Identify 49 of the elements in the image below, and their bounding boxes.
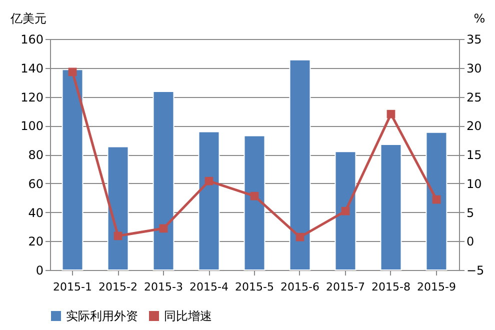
x-tick-label: 2015-3 xyxy=(144,280,183,294)
y-tick-label: 60 xyxy=(28,176,44,191)
y2-tick-label: 30 xyxy=(466,61,482,76)
y-tick-label: 140 xyxy=(20,61,44,76)
y2-axis-title: % xyxy=(474,12,486,26)
bar xyxy=(62,69,84,270)
point xyxy=(432,195,441,204)
y-tick-label: 100 xyxy=(20,119,44,134)
point xyxy=(204,176,214,186)
y-tick-label: 120 xyxy=(20,90,44,104)
y-tick-label: 0 xyxy=(36,264,44,278)
y2-tick-label: 10 xyxy=(466,176,482,191)
x-tick-label: 2015-1 xyxy=(53,280,92,294)
y-tick-label: 160 xyxy=(20,32,44,46)
point xyxy=(68,68,77,76)
point xyxy=(159,224,168,233)
x-tick-label: 2015-6 xyxy=(280,280,320,294)
x-tick-label: 2015-9 xyxy=(416,280,456,294)
y-axis-title: 亿美元 xyxy=(10,12,46,26)
bar xyxy=(198,131,220,270)
x-tick-label: 2015-4 xyxy=(190,280,228,294)
bar xyxy=(107,146,129,270)
bar xyxy=(426,132,448,270)
bar xyxy=(289,59,311,270)
y2-tick-label: 15 xyxy=(466,148,482,162)
legend-label: 实际利用外资 xyxy=(66,309,138,323)
y2-tick-label: 35 xyxy=(466,32,482,46)
y2-tick-label: −5 xyxy=(466,264,484,278)
point xyxy=(114,232,122,240)
point xyxy=(296,232,304,242)
legend-label: 同比增速 xyxy=(164,309,212,323)
y2-tick-label: 20 xyxy=(466,119,482,134)
point xyxy=(386,110,396,118)
y2-tick-label: 5 xyxy=(466,206,474,220)
bar xyxy=(334,151,356,270)
y-tick-label: 80 xyxy=(28,148,44,162)
y-tick-label: 20 xyxy=(28,234,44,249)
y2-tick-label: 25 xyxy=(466,90,482,104)
y-tick-label: 40 xyxy=(28,206,44,220)
x-tick-label: 2015-7 xyxy=(326,280,365,294)
bar xyxy=(152,91,174,270)
x-tick-label: 2015-2 xyxy=(98,280,138,294)
x-tick-label: 2015-5 xyxy=(235,280,274,294)
x-tick-label: 2015-8 xyxy=(372,280,410,294)
y2-tick-label: 0 xyxy=(466,234,474,249)
point xyxy=(250,192,259,200)
bar xyxy=(244,135,266,270)
bar xyxy=(380,144,402,270)
point xyxy=(341,206,350,216)
